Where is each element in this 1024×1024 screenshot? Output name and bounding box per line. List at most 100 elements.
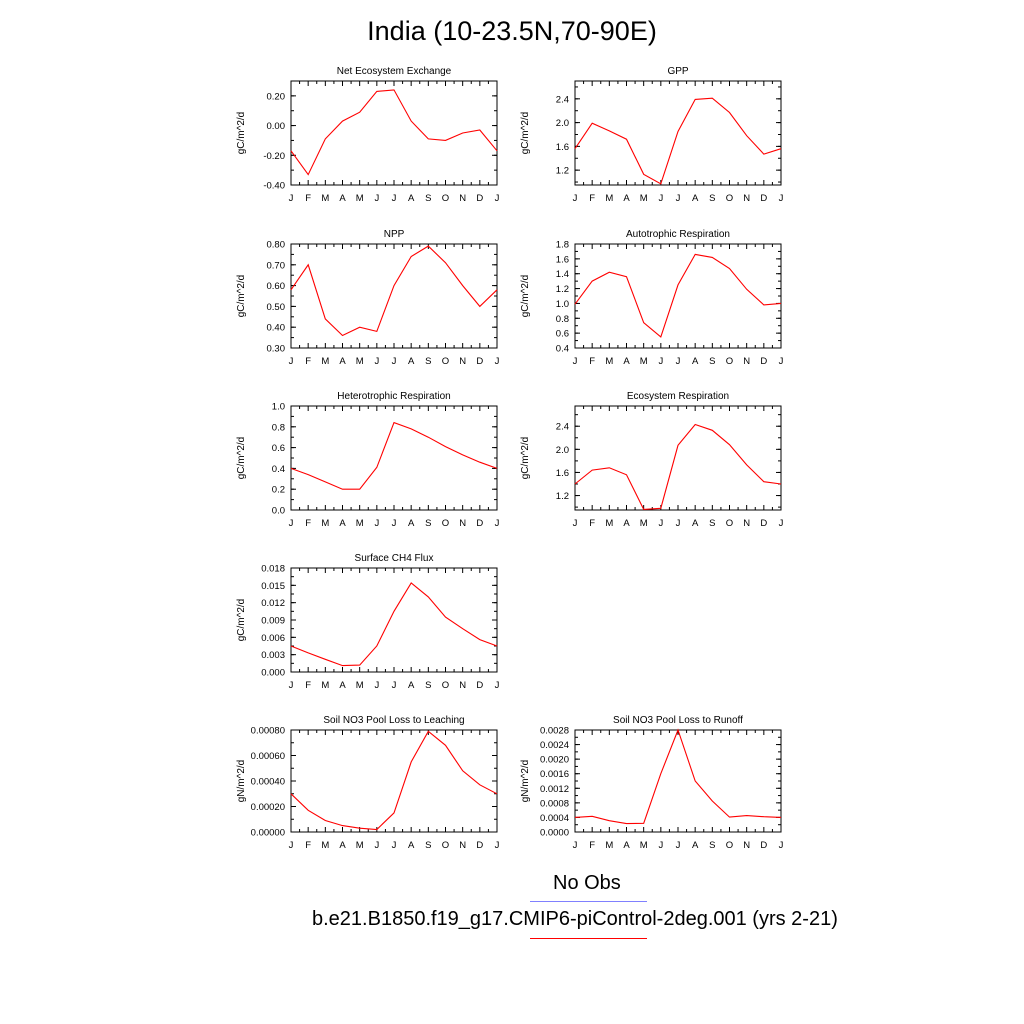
y-tick-label: 0.8: [556, 314, 569, 325]
x-tick-label: N: [459, 680, 466, 691]
series-line: [574, 97, 782, 185]
x-tick-label: J: [779, 840, 784, 851]
x-tick-label: A: [623, 840, 630, 851]
legend-obs-label: No Obs: [553, 872, 621, 894]
x-tick-label: D: [760, 193, 767, 204]
panel-title: GPP: [667, 66, 688, 77]
x-tick-label: S: [425, 193, 431, 204]
x-tick-label: F: [589, 840, 595, 851]
x-tick-label: D: [476, 193, 483, 204]
x-tick-label: F: [305, 840, 311, 851]
x-tick-label: J: [676, 356, 681, 367]
x-tick-label: M: [640, 518, 648, 529]
y-tick-label: 1.6: [556, 142, 569, 153]
x-tick-label: A: [692, 193, 699, 204]
x-tick-label: O: [726, 518, 733, 529]
x-tick-label: F: [305, 356, 311, 367]
x-tick-label: D: [760, 840, 767, 851]
y-tick-label: 0.80: [267, 240, 286, 251]
x-tick-label: A: [692, 840, 699, 851]
x-tick-label: J: [374, 518, 379, 529]
x-tick-label: J: [392, 680, 397, 691]
x-tick-label: D: [476, 680, 483, 691]
x-tick-label: J: [676, 840, 681, 851]
x-tick-label: A: [623, 193, 630, 204]
y-tick-label: 0.000: [261, 668, 285, 679]
y-tick-label: 0.018: [261, 564, 285, 575]
x-tick-label: N: [459, 193, 466, 204]
plot-frame: [290, 405, 498, 511]
x-tick-label: J: [374, 356, 379, 367]
x-tick-label: O: [442, 518, 449, 529]
series-line: [574, 728, 782, 825]
y-axis-label: gC/m^2/d: [236, 437, 247, 480]
y-tick-label: 0.003: [261, 650, 285, 661]
x-tick-label: A: [623, 356, 630, 367]
y-tick-label: 0.8: [272, 422, 285, 433]
x-tick-label: M: [321, 680, 329, 691]
x-tick-label: J: [495, 356, 500, 367]
x-tick-label: M: [605, 193, 613, 204]
y-tick-label: 0.20: [267, 91, 286, 102]
series-line: [574, 423, 782, 510]
x-tick-label: M: [356, 518, 364, 529]
x-tick-label: A: [408, 356, 415, 367]
legend-obs-line: [530, 901, 647, 902]
y-tick-label: 2.0: [556, 118, 569, 129]
panel-title: Ecosystem Respiration: [627, 391, 729, 402]
y-axis-label: gC/m^2/d: [520, 112, 531, 155]
x-tick-label: J: [374, 840, 379, 851]
x-tick-label: J: [573, 356, 578, 367]
x-tick-label: J: [658, 356, 663, 367]
x-tick-label: A: [339, 356, 346, 367]
y-tick-label: 0.00040: [251, 777, 285, 788]
y-tick-label: 0.6: [556, 329, 569, 340]
x-tick-label: A: [408, 840, 415, 851]
y-tick-label: 0.60: [267, 281, 286, 292]
y-tick-label: 0.4: [556, 344, 569, 355]
x-tick-label: M: [640, 840, 648, 851]
x-tick-label: A: [692, 518, 699, 529]
panel-title: Autotrophic Respiration: [626, 229, 730, 240]
y-axis-label: gN/m^2/d: [236, 760, 247, 803]
x-tick-label: S: [425, 840, 431, 851]
y-tick-label: -0.20: [263, 151, 285, 162]
x-tick-label: O: [442, 356, 449, 367]
y-tick-label: 1.2: [556, 166, 569, 177]
x-tick-label: J: [392, 356, 397, 367]
x-tick-label: J: [374, 193, 379, 204]
x-tick-label: J: [495, 518, 500, 529]
x-tick-label: F: [305, 518, 311, 529]
x-tick-label: A: [339, 680, 346, 691]
y-axis-label: gC/m^2/d: [520, 275, 531, 318]
x-tick-label: O: [726, 840, 733, 851]
x-tick-label: J: [289, 356, 294, 367]
y-tick-label: 0.2: [272, 485, 285, 496]
x-tick-label: N: [459, 356, 466, 367]
x-tick-label: N: [459, 840, 466, 851]
series-line: [290, 89, 498, 176]
x-tick-label: D: [476, 356, 483, 367]
x-tick-label: M: [356, 680, 364, 691]
panel-title: NPP: [384, 229, 405, 240]
x-tick-label: O: [442, 840, 449, 851]
x-tick-label: O: [726, 193, 733, 204]
y-tick-label: 0.00: [267, 121, 286, 132]
panel-5: J F M A M J J A S O N D J0.00.20.40.60.81.0Heterotro…: [236, 391, 500, 529]
y-tick-label: 1.0: [556, 299, 569, 310]
y-tick-label: 0.0028: [540, 726, 569, 737]
x-tick-label: D: [476, 518, 483, 529]
y-tick-label: 0.0012: [540, 784, 569, 795]
x-tick-label: N: [743, 193, 750, 204]
y-tick-label: 0.0: [272, 506, 285, 517]
x-tick-label: J: [779, 193, 784, 204]
y-axis-label: gN/m^2/d: [520, 760, 531, 803]
x-tick-label: N: [743, 518, 750, 529]
y-tick-label: 1.6: [556, 468, 569, 479]
plot-frame: [574, 405, 782, 511]
x-tick-label: J: [779, 518, 784, 529]
x-tick-label: J: [573, 518, 578, 529]
x-tick-label: A: [339, 840, 346, 851]
